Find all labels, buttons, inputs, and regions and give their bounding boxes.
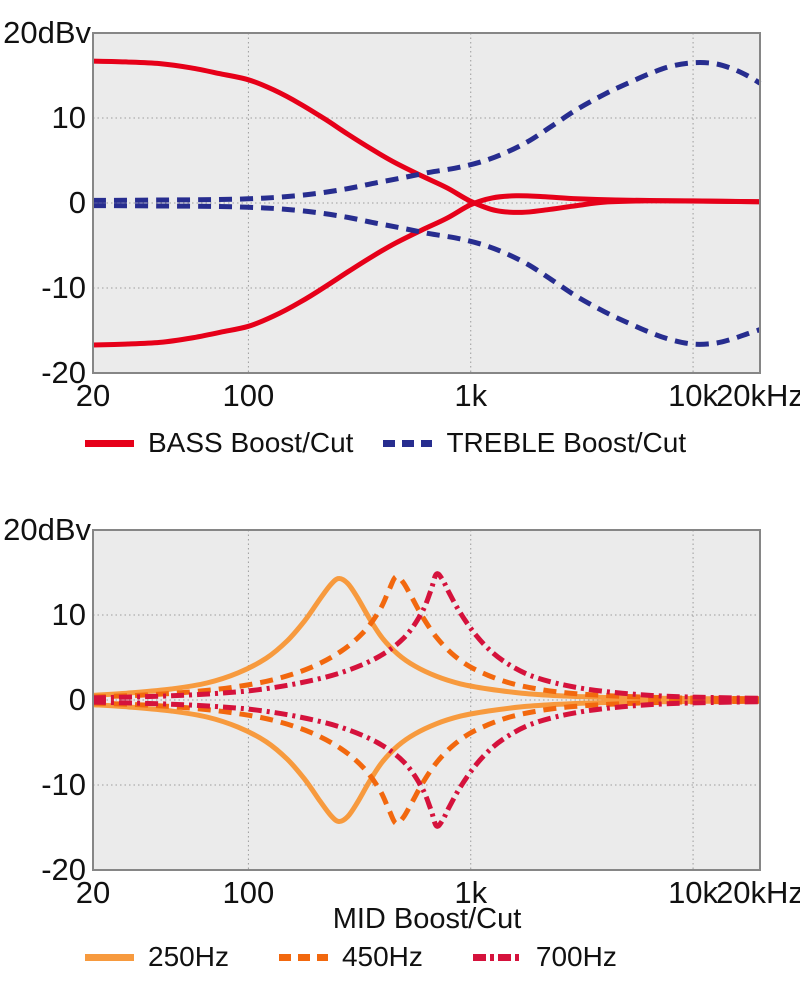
mid-chart-x-axis-title: MID Boost/Cut bbox=[332, 903, 522, 935]
plot-border bbox=[92, 529, 761, 871]
legend-label: 700Hz bbox=[535, 941, 617, 972]
curve-mid-700-boost bbox=[92, 571, 761, 701]
curve-mid-250-cut bbox=[92, 698, 761, 824]
curve-bass-cut bbox=[92, 193, 761, 348]
legend-item: BASS Boost/Cut bbox=[85, 426, 353, 460]
legend-label: TREBLE Boost/Cut bbox=[446, 427, 687, 458]
curve-mid-450-boost bbox=[92, 574, 761, 702]
y-tick-label-10: 10 bbox=[51, 597, 86, 632]
solid-line-swatch bbox=[85, 439, 134, 447]
legend-item: TREBLE Boost/Cut bbox=[383, 426, 686, 460]
x-tick-label-1k: 1k bbox=[454, 875, 488, 910]
y-tick-label-neg20: -20 bbox=[41, 355, 86, 390]
top-chart-y-axis-unit-label: 20dBv bbox=[3, 15, 91, 50]
x-tick-label-100: 100 bbox=[222, 378, 275, 413]
y-tick-label-neg10: -10 bbox=[41, 270, 86, 305]
y-tick-label-neg10: -10 bbox=[41, 767, 86, 802]
x-tick-label-20: 20 bbox=[75, 378, 111, 413]
x-tick-label-20: 20 bbox=[75, 875, 111, 910]
curve-mid-700-cut bbox=[92, 699, 761, 829]
dashed-line-swatch bbox=[278, 953, 328, 961]
plot-border bbox=[92, 32, 761, 374]
dashdot-line-swatch bbox=[472, 953, 522, 961]
mid-chart-legend: 250Hz 450Hz 700Hz bbox=[85, 940, 617, 974]
legend-item: 250Hz bbox=[85, 940, 229, 974]
legend-item: 700Hz bbox=[472, 940, 617, 974]
y-tick-label-10: 10 bbox=[51, 100, 86, 135]
legend-label: 450Hz bbox=[341, 941, 423, 972]
curve-bass-boost bbox=[92, 58, 761, 215]
y-tick-label-0: 0 bbox=[68, 682, 86, 717]
x-tick-label-20kHz: 20kHz bbox=[716, 378, 800, 413]
legend-item: 450Hz bbox=[278, 940, 423, 974]
mid-chart-y-axis-unit-label: 20dBv bbox=[3, 512, 91, 547]
curve-mid-450-cut bbox=[92, 698, 761, 827]
x-tick-label-1k: 1k bbox=[454, 378, 488, 413]
curve-mid-250-boost bbox=[92, 576, 761, 702]
legend-label: 250Hz bbox=[148, 941, 229, 972]
y-tick-label-0: 0 bbox=[68, 185, 86, 220]
solid-line-swatch bbox=[85, 953, 134, 961]
x-tick-label-100: 100 bbox=[222, 875, 275, 910]
legend-label: BASS Boost/Cut bbox=[148, 427, 354, 458]
x-tick-label-20kHz: 20kHz bbox=[716, 875, 800, 910]
top-chart-legend: BASS Boost/Cut TREBLE Boost/Cut bbox=[85, 426, 686, 460]
x-tick-label-10k: 10k bbox=[668, 378, 719, 413]
dashed-line-swatch bbox=[383, 439, 433, 447]
x-tick-label-10k: 10k bbox=[668, 875, 719, 910]
y-tick-label-neg20: -20 bbox=[41, 852, 86, 887]
